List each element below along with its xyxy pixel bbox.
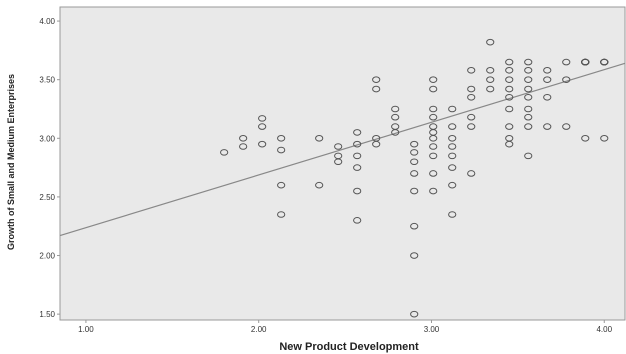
- x-axis: 1.00 2.00 3.00 4.00: [78, 320, 612, 334]
- y-axis-title: Growth of Small and Medium Enterprises: [6, 74, 16, 250]
- y-tick-label: 4.00: [39, 17, 55, 26]
- y-tick-label: 2.00: [39, 252, 55, 261]
- y-axis: 1.50 2.00 2.50 3.00 3.50 4.00: [39, 17, 60, 319]
- y-tick-label: 1.50: [39, 310, 55, 319]
- x-tick-label: 4.00: [596, 325, 612, 334]
- x-tick-label: 2.00: [251, 325, 267, 334]
- y-tick-label: 3.00: [39, 134, 55, 143]
- x-tick-label: 3.00: [424, 325, 440, 334]
- x-tick-label: 1.00: [78, 325, 94, 334]
- y-tick-label: 2.50: [39, 193, 55, 202]
- plot-area: [60, 7, 625, 320]
- y-tick-label: 3.50: [39, 76, 55, 85]
- x-axis-title: New Product Development: [279, 341, 419, 353]
